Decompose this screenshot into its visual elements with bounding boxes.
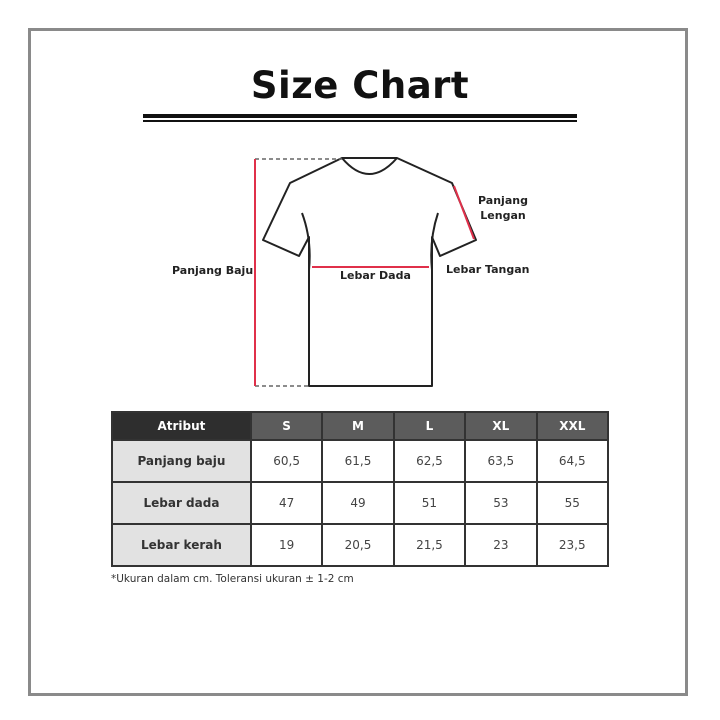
header-size: M bbox=[321, 411, 395, 441]
header-atribut: Atribut bbox=[111, 411, 252, 441]
row-label: Panjang baju bbox=[111, 439, 252, 483]
header-size: S bbox=[249, 411, 324, 441]
neckline bbox=[341, 157, 398, 175]
sleeve-measure-line bbox=[453, 185, 475, 240]
row-label: Lebar kerah bbox=[111, 523, 252, 567]
page-title: Size Chart bbox=[250, 64, 470, 107]
left-armhole bbox=[301, 212, 311, 271]
cell: 60,5 bbox=[249, 439, 324, 483]
tolerance-note: *Ukuran dalam cm. Toleransi ukuran ± 1-2… bbox=[111, 573, 354, 585]
label-length: Panjang Baju bbox=[172, 264, 254, 277]
header-size: XL bbox=[464, 411, 538, 441]
cell: 20,5 bbox=[321, 523, 395, 567]
table-row: Lebar dada 47 49 51 53 55 bbox=[111, 481, 610, 525]
cell: 63,5 bbox=[464, 439, 538, 483]
table-row: Panjang baju 60,5 61,5 62,5 63,5 64,5 bbox=[111, 439, 610, 483]
label-chest: Lebar Dada bbox=[340, 269, 411, 282]
right-armhole bbox=[430, 212, 439, 271]
cell: 47 bbox=[249, 481, 324, 525]
cell: 53 bbox=[464, 481, 538, 525]
row-label: Lebar dada bbox=[111, 481, 252, 525]
header-size: XXL bbox=[535, 411, 610, 441]
title-rule-thin bbox=[143, 120, 577, 122]
cell: 23 bbox=[464, 523, 538, 567]
table-header: Atribut S M L XL XXL bbox=[111, 411, 610, 441]
table-row: Lebar kerah 19 20,5 21,5 23 23,5 bbox=[111, 523, 610, 567]
cell: 21,5 bbox=[392, 523, 467, 567]
label-sleeve-length: Panjang Lengan bbox=[478, 194, 528, 222]
cell: 55 bbox=[535, 481, 610, 525]
label-sleeve-width: Lebar Tangan bbox=[446, 263, 530, 276]
cell: 62,5 bbox=[392, 439, 467, 483]
cell: 51 bbox=[392, 481, 467, 525]
cell: 19 bbox=[249, 523, 324, 567]
cell: 23,5 bbox=[535, 523, 610, 567]
title-rule bbox=[143, 114, 577, 118]
cell: 61,5 bbox=[321, 439, 395, 483]
size-table: Atribut S M L XL XXL Panjang baju 60,5 6… bbox=[111, 411, 610, 567]
cell: 64,5 bbox=[535, 439, 610, 483]
header-size: L bbox=[392, 411, 467, 441]
cell: 49 bbox=[321, 481, 395, 525]
shirt-outline bbox=[262, 157, 477, 387]
border-frame bbox=[28, 28, 688, 696]
